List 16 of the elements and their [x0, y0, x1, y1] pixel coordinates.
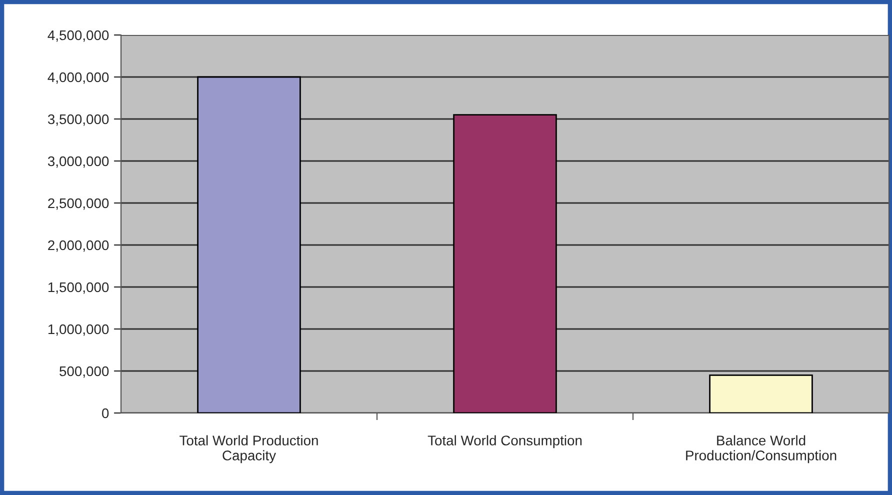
y-tick-label: 2,000,000	[48, 240, 109, 252]
x-tick-label: Total World Consumption	[428, 435, 582, 448]
y-tick-label: 0	[102, 408, 109, 418]
bar	[453, 114, 557, 413]
y-tick-label: 3,500,000	[48, 114, 109, 126]
y-tick-label: 500,000	[60, 366, 109, 378]
x-tick-label: Balance World Production/Consumption	[686, 435, 836, 464]
y-tick-label: 4,000,000	[48, 72, 109, 84]
bar	[197, 76, 301, 413]
x-tick-label: Total World Production Capacity	[180, 435, 318, 464]
y-tick-label: 4,500,000	[48, 30, 109, 42]
y-tick-label: 3,000,000	[48, 156, 109, 168]
y-tick-label: 1,000,000	[48, 324, 109, 336]
y-tick-label: 1,500,000	[48, 282, 109, 294]
bar	[709, 374, 813, 413]
y-tick-label: 2,500,000	[48, 198, 109, 210]
